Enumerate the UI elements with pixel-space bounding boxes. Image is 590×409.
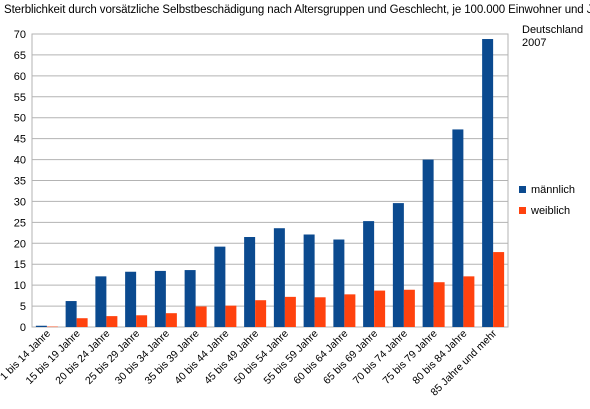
y-tick-label: 5	[20, 301, 26, 313]
y-tick-label: 0	[20, 322, 26, 334]
bar-maennlich	[244, 237, 256, 327]
y-tick-label: 25	[14, 217, 26, 229]
bar-maennlich	[333, 239, 345, 327]
bar-weiblich	[225, 305, 237, 327]
y-tick-label: 10	[14, 280, 26, 292]
legend-swatch	[519, 207, 526, 214]
bar-weiblich	[106, 316, 118, 327]
bar-weiblich	[255, 300, 267, 327]
plot-area	[31, 33, 509, 328]
bar-maennlich	[392, 203, 404, 327]
legend-label: weiblich	[530, 205, 570, 217]
legend-swatch	[519, 186, 526, 193]
y-tick-label: 15	[14, 259, 26, 271]
bar-maennlich	[184, 270, 196, 327]
y-tick-label: 45	[14, 134, 26, 146]
bar-weiblich	[314, 297, 326, 327]
bar-weiblich	[165, 313, 177, 327]
y-tick-label: 50	[14, 113, 26, 125]
bar-maennlich	[422, 159, 434, 327]
bar-weiblich	[46, 326, 58, 328]
bar-weiblich	[76, 318, 88, 327]
bar-maennlich	[214, 246, 226, 327]
bar-weiblich	[403, 289, 415, 327]
bar-weiblich	[344, 294, 356, 327]
y-tick-label: 35	[14, 176, 26, 188]
bar-weiblich	[463, 276, 475, 327]
y-tick-label: 40	[14, 155, 26, 167]
bar-maennlich	[35, 325, 47, 327]
subtitle-line-year: 2007	[522, 37, 547, 49]
chart-subtitle: Deutschland 2007	[522, 24, 583, 50]
chart-title: Sterblichkeit durch vorsätzliche Selbstb…	[4, 4, 590, 16]
bar-maennlich	[363, 221, 375, 327]
bar-weiblich	[433, 282, 445, 327]
bar-maennlich	[65, 301, 77, 327]
y-tick-label: 20	[14, 238, 26, 250]
bar-maennlich	[273, 228, 285, 327]
y-tick-label: 60	[14, 71, 26, 83]
y-tick-label: 70	[14, 29, 26, 41]
bar-maennlich	[482, 39, 494, 327]
bar-maennlich	[154, 270, 166, 327]
subtitle-line-country: Deutschland	[522, 24, 584, 36]
bar-maennlich	[303, 234, 315, 327]
bar-weiblich	[284, 296, 296, 327]
y-tick-label: 55	[14, 92, 26, 104]
legend-label: männlich	[531, 184, 575, 196]
bar-maennlich	[95, 276, 107, 327]
bar-weiblich	[493, 252, 505, 327]
bar-weiblich	[136, 315, 148, 327]
bar-maennlich	[452, 129, 464, 327]
bar-weiblich	[195, 306, 207, 327]
bar-weiblich	[374, 290, 386, 327]
y-tick-label: 65	[14, 50, 26, 62]
y-tick-label: 30	[14, 196, 26, 208]
bar-maennlich	[125, 271, 137, 327]
